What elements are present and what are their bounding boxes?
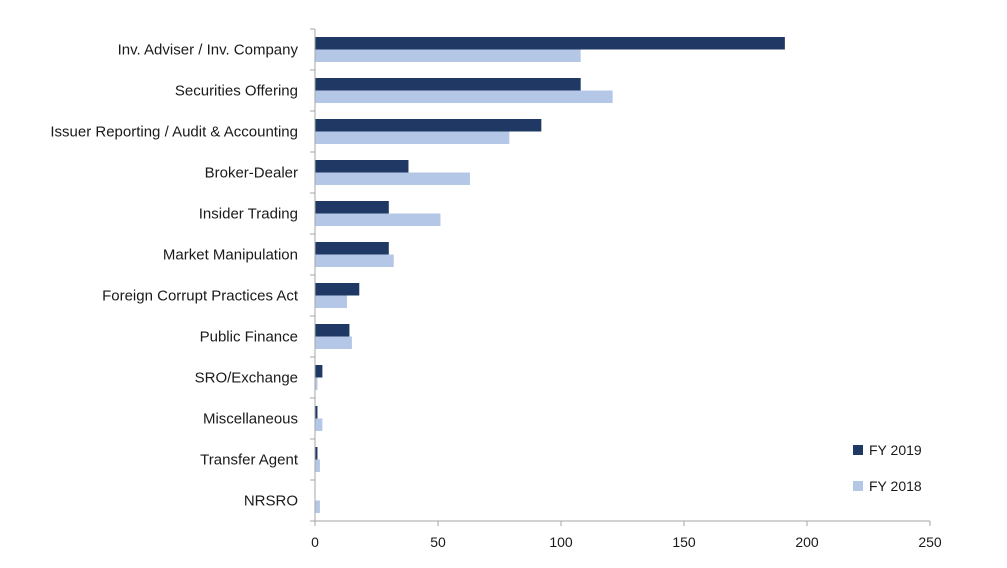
category-label-transfer-agent: Transfer Agent [200, 452, 299, 469]
bar-fy-2019-issuer-reporting-audit-accounting [315, 119, 542, 132]
category-label-foreign-corrupt-practices-act: Foreign Corrupt Practices Act [102, 288, 299, 305]
bar-fy-2018-issuer-reporting-audit-accounting [315, 131, 510, 144]
bar-fy-2018-securities-offering [315, 90, 613, 103]
x-tick-label-50: 50 [430, 534, 446, 550]
category-label-public-finance: Public Finance [200, 329, 298, 346]
bar-fy-2018-insider-trading [315, 213, 441, 226]
bar-fy-2018-public-finance [315, 336, 352, 349]
legend-swatch-fy-2019 [853, 445, 863, 455]
legend-swatch-fy-2018 [853, 481, 863, 491]
legend-label-fy-2019: FY 2019 [869, 442, 922, 458]
legend: FY 2019 FY 2018 [853, 442, 922, 494]
category-labels: Inv. Adviser / Inv. Company Securities Of… [50, 42, 298, 510]
legend-label-fy-2018: FY 2018 [869, 478, 922, 494]
category-label-securities-offering: Securities Offering [175, 83, 298, 100]
bar-fy-2018-transfer-agent [315, 459, 320, 472]
bars [315, 37, 785, 513]
bar-fy-2019-miscellaneous [315, 406, 318, 419]
category-label-issuer-reporting-audit-accounting: Issuer Reporting / Audit & Accounting [50, 124, 298, 141]
category-label-miscellaneous: Miscellaneous [203, 411, 298, 428]
bar-fy-2019-public-finance [315, 324, 350, 337]
bar-fy-2019-market-manipulation [315, 242, 389, 255]
bar-fy-2019-transfer-agent [315, 447, 318, 460]
bar-fy-2018-broker-dealer [315, 172, 470, 185]
category-label-inv-adviser-inv-company: Inv. Adviser / Inv. Company [118, 42, 299, 59]
bar-fy-2018-market-manipulation [315, 254, 394, 267]
bar-fy-2018-sro-exchange [315, 377, 318, 390]
bar-fy-2019-inv-adviser-inv-company [315, 37, 785, 50]
x-tick-label-100: 100 [549, 534, 573, 550]
bar-fy-2018-inv-adviser-inv-company [315, 49, 581, 62]
category-label-market-manipulation: Market Manipulation [163, 247, 298, 264]
x-tick-label-150: 150 [672, 534, 696, 550]
category-label-insider-trading: Insider Trading [199, 206, 298, 223]
category-label-nrsro: NRSRO [244, 493, 298, 510]
bar-fy-2019-foreign-corrupt-practices-act [315, 283, 360, 296]
bar-fy-2019-sro-exchange [315, 365, 323, 378]
x-tick-label-0: 0 [311, 534, 319, 550]
bar-fy-2018-nrsro [315, 500, 320, 513]
bar-fy-2018-foreign-corrupt-practices-act [315, 295, 347, 308]
bar-fy-2018-miscellaneous [315, 418, 323, 431]
x-axis-ticks: 0 50 100 150 200 250 [310, 28, 942, 550]
x-tick-label-200: 200 [795, 534, 819, 550]
category-label-broker-dealer: Broker-Dealer [205, 165, 298, 182]
bar-fy-2019-broker-dealer [315, 160, 409, 173]
category-label-sro-exchange: SRO/Exchange [195, 370, 298, 387]
bar-fy-2019-insider-trading [315, 201, 389, 214]
x-tick-label-250: 250 [918, 534, 942, 550]
bar-fy-2019-securities-offering [315, 78, 581, 91]
